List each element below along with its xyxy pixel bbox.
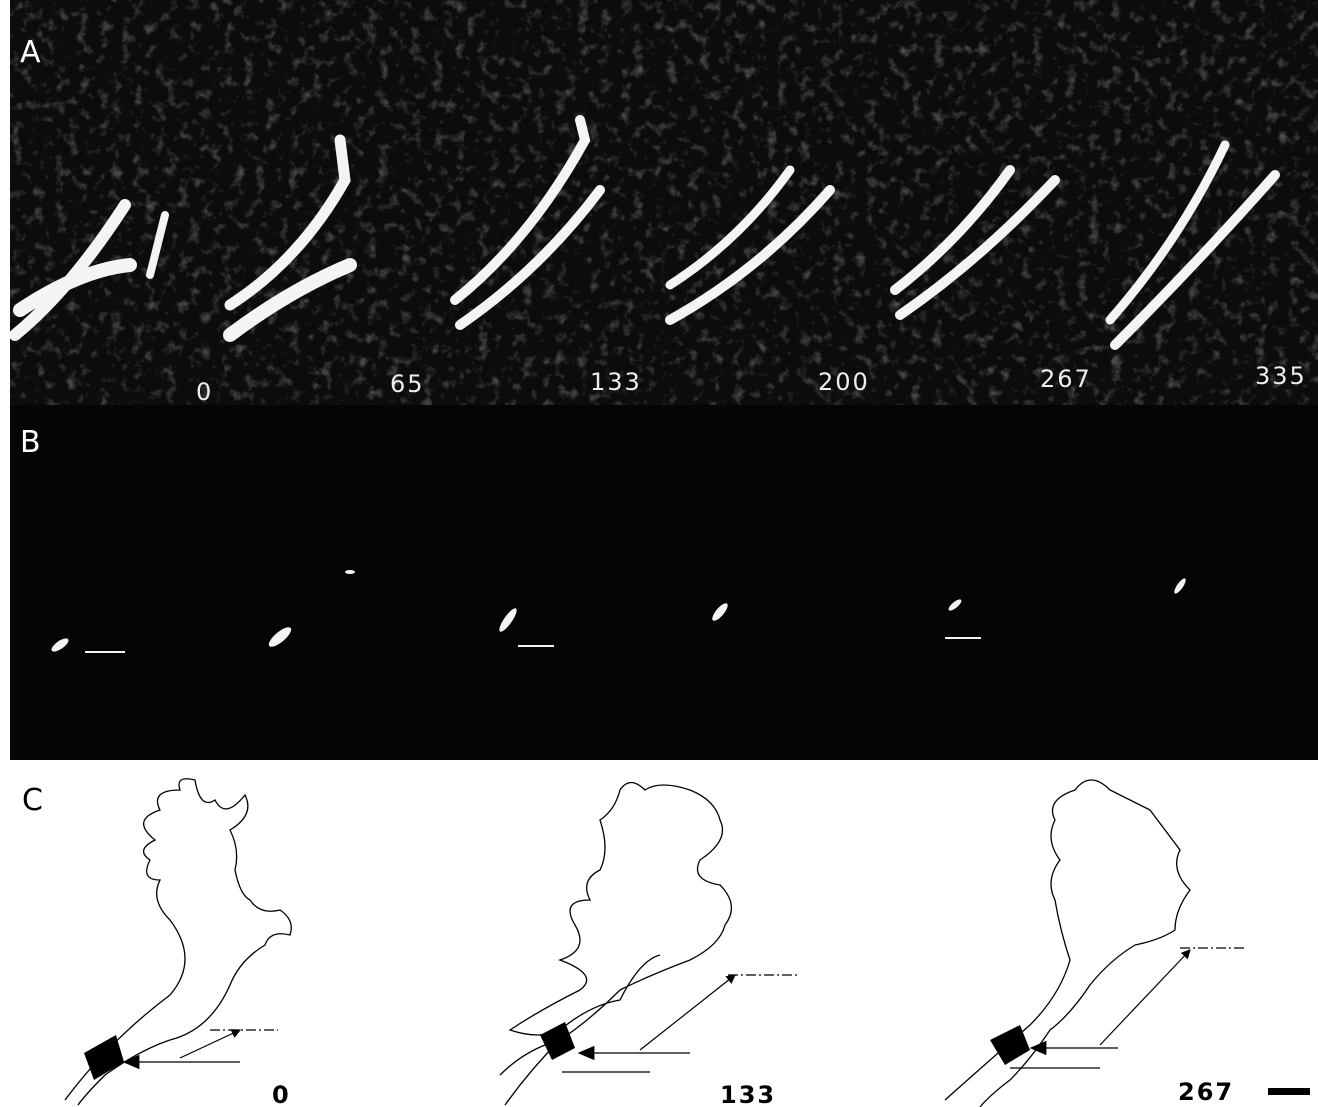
growth-cone-267 — [945, 780, 1245, 1107]
page: A 0 65 133 200 267 335 B C 0 133 — [0, 0, 1318, 1107]
time-label: 0 — [272, 1081, 291, 1107]
time-label: 133 — [720, 1081, 776, 1107]
panel-label: B — [20, 425, 41, 460]
figure: A 0 65 133 200 267 335 B C 0 133 — [0, 0, 1318, 1107]
time-label: 267 — [1040, 365, 1092, 393]
growth-cone-133 — [500, 783, 800, 1106]
panel-label: C — [22, 783, 43, 818]
time-label: 133 — [590, 368, 642, 396]
time-label: 335 — [1255, 362, 1307, 390]
growth-cone-0 — [65, 779, 291, 1105]
scale-bar — [1268, 1088, 1310, 1095]
time-label: 200 — [818, 368, 870, 396]
panel-label: A — [20, 35, 41, 70]
time-label: 0 — [196, 378, 213, 406]
panel-b-bg — [10, 405, 1318, 760]
time-label: 65 — [390, 370, 425, 398]
time-label: 267 — [1178, 1078, 1234, 1106]
